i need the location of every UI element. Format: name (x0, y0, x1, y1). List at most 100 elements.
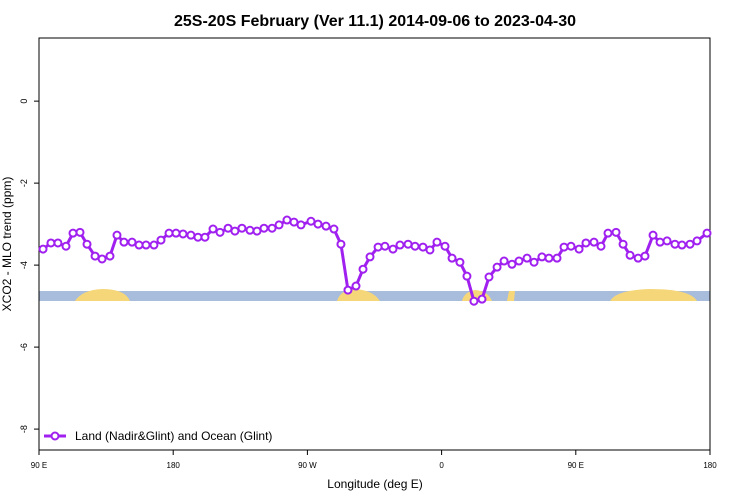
point (193, 232, 203, 242)
point (90, 251, 100, 261)
point (388, 244, 398, 254)
point (529, 257, 539, 267)
x-tick-label: 180 (167, 461, 181, 470)
x-tick-label: 90 E (31, 461, 47, 470)
point (274, 220, 284, 230)
y-tick-label: -2 (19, 179, 29, 187)
point (410, 241, 420, 251)
point (440, 241, 450, 251)
point (171, 228, 181, 238)
x-tick-label: 90 W (298, 461, 317, 470)
point (581, 238, 591, 248)
point (230, 226, 240, 236)
point (566, 241, 576, 251)
point (418, 242, 428, 252)
point (670, 239, 680, 249)
point (507, 259, 517, 269)
point (68, 228, 78, 238)
legend-label: Land (Nadir&Glint) and Ocean (Glint) (75, 429, 272, 443)
point (492, 262, 502, 272)
x-axis-label: Longitude (deg E) (327, 477, 422, 491)
point (677, 240, 687, 250)
point (559, 242, 569, 252)
point (208, 224, 218, 234)
point (403, 239, 413, 249)
point (702, 228, 712, 238)
point (200, 232, 210, 242)
point (336, 239, 346, 249)
plot-frame (38, 37, 711, 451)
point (282, 215, 292, 225)
point (455, 257, 465, 267)
point (53, 238, 63, 248)
point (544, 253, 554, 263)
point (61, 241, 71, 251)
point (514, 256, 524, 266)
point (655, 237, 665, 247)
point (245, 225, 255, 235)
point (119, 237, 129, 247)
point (395, 240, 405, 250)
point (296, 220, 306, 230)
point (329, 224, 339, 234)
point (574, 244, 584, 254)
point (662, 236, 672, 246)
y-tick-label: -8 (19, 425, 29, 433)
point (75, 227, 85, 237)
point (522, 253, 532, 263)
point (447, 253, 457, 263)
point (134, 240, 144, 250)
point (618, 239, 628, 249)
point (141, 240, 151, 250)
point (127, 237, 137, 247)
point (164, 228, 174, 238)
point (156, 235, 166, 245)
y-tick-label: -6 (19, 343, 29, 351)
point (215, 227, 225, 237)
point (596, 241, 606, 251)
point (432, 237, 442, 247)
point (289, 217, 299, 227)
x-tick-label: 0 (439, 461, 444, 470)
point (267, 223, 277, 233)
point (380, 241, 390, 251)
chart-title: 25S-20S February (Ver 11.1) 2014-09-06 t… (174, 13, 576, 30)
point (611, 227, 621, 237)
point (252, 226, 262, 236)
point (640, 251, 650, 261)
point (112, 230, 122, 240)
x-tick-label: 90 E (568, 461, 584, 470)
point (313, 219, 323, 229)
x-tick-label: 180 (703, 461, 717, 470)
point (589, 237, 599, 247)
point (425, 245, 435, 255)
point (351, 281, 361, 291)
y-tick-label: -4 (19, 261, 29, 269)
point (603, 228, 613, 238)
point (477, 294, 487, 304)
point (82, 239, 92, 249)
point (685, 239, 695, 249)
point (648, 230, 658, 240)
point (46, 238, 56, 248)
point (343, 285, 353, 295)
point (105, 251, 115, 261)
point (537, 252, 547, 262)
point (149, 240, 159, 250)
y-axis-label: XCO2 - MLO trend (ppm) (0, 177, 14, 312)
point (462, 271, 472, 281)
land-ocean-strip (39, 289, 710, 301)
point (237, 223, 247, 233)
point (358, 264, 368, 274)
point (259, 223, 269, 233)
point (365, 252, 375, 262)
y-tick-label: 0 (19, 99, 29, 104)
point (178, 229, 188, 239)
point (186, 230, 196, 240)
point (552, 253, 562, 263)
point (306, 216, 316, 226)
point (484, 272, 494, 282)
point (469, 296, 479, 306)
point (38, 244, 48, 254)
